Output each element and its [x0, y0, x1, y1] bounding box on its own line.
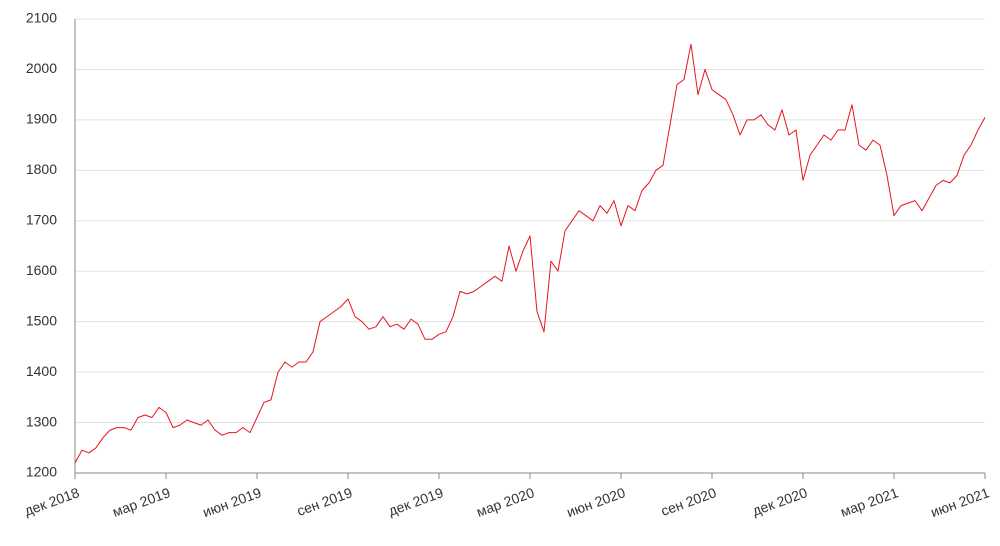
x-tick-label: дек 2020 — [750, 484, 809, 519]
x-tick-label: сен 2019 — [295, 484, 355, 519]
price-line — [74, 43, 986, 464]
x-tick-label: мар 2019 — [110, 484, 172, 520]
y-tick-label: 2000 — [26, 60, 57, 76]
y-tick-label: 1900 — [26, 111, 57, 127]
y-tick-label: 1800 — [26, 161, 57, 177]
x-tick-label: дек 2019 — [386, 484, 445, 519]
y-tick-label: 1400 — [26, 363, 57, 379]
y-tick-label: 1700 — [26, 211, 57, 227]
x-tick-label: июн 2020 — [564, 484, 627, 520]
x-tick-label: дек 2018 — [22, 484, 81, 519]
y-tick-label: 1500 — [26, 312, 57, 328]
x-tick-label: мар 2020 — [474, 484, 536, 520]
y-tick-label: 1600 — [26, 262, 57, 278]
y-tick-label: 2100 — [26, 10, 57, 26]
y-tick-label: 1300 — [26, 413, 57, 429]
x-tick-label: мар 2021 — [838, 484, 900, 520]
x-tick-label: сен 2020 — [659, 484, 719, 519]
y-tick-label: 1200 — [26, 464, 57, 480]
x-tick-label: июн 2021 — [928, 484, 991, 520]
x-tick-label: июн 2019 — [200, 484, 263, 520]
